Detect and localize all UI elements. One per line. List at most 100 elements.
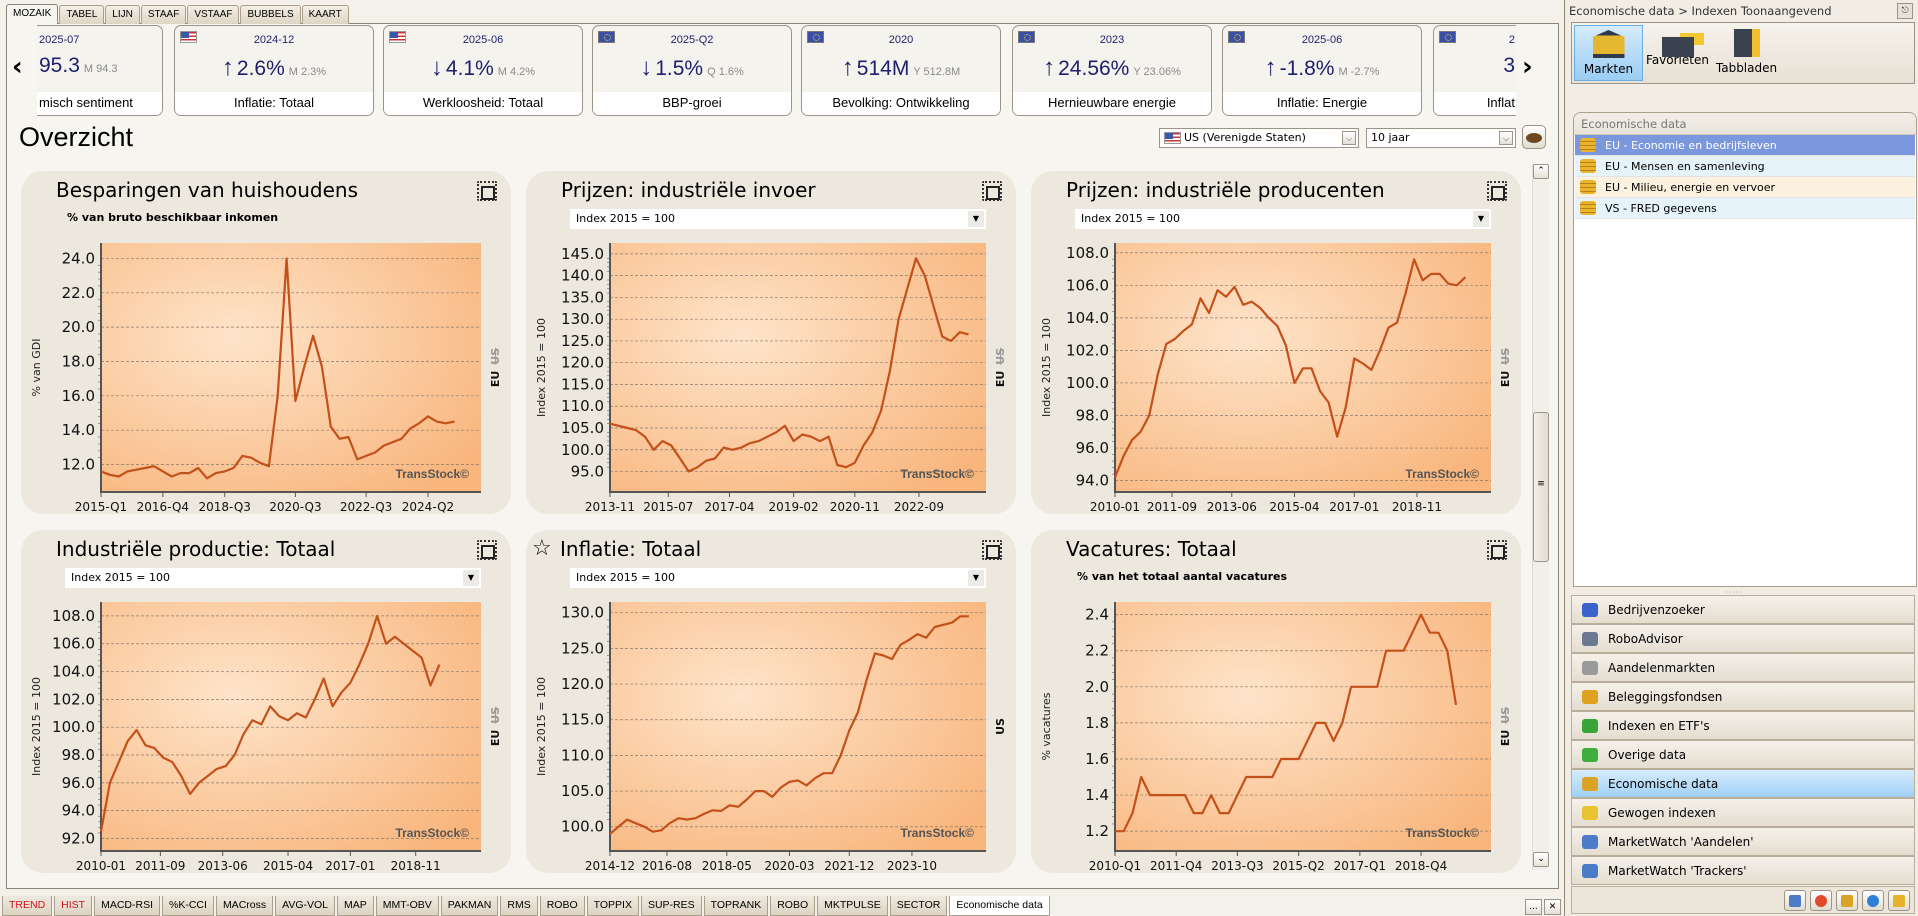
toolbar-markten[interactable]: Markten [1574, 25, 1643, 81]
kpi-card[interactable]: 2023 ↑ 24.56% Y 23.06% Hernieuwbare energie [1012, 25, 1212, 116]
chart-title: Vacatures: Totaal [1066, 537, 1237, 561]
bottom-tab-robo[interactable]: ROBO [770, 896, 816, 916]
bottom-tab-economische-data[interactable]: Economische data [949, 896, 1050, 916]
edit-icon[interactable] [982, 181, 1002, 201]
bottom-tab-pakman[interactable]: PAKMAN [440, 896, 499, 916]
pin-icon[interactable]: ⎋ [1897, 3, 1913, 19]
edit-icon[interactable] [982, 540, 1002, 560]
bottom-tab-rms[interactable]: RMS [500, 896, 538, 916]
kpi-card[interactable]: 2025-Q2 ↓ 1.5% Q 1.6% BBP-groei [592, 25, 792, 116]
region-active[interactable]: EU [1499, 371, 1512, 387]
kpi-card[interactable]: 2 3 Inflat [1433, 25, 1516, 116]
chevron-right-icon[interactable]: › [1522, 52, 1533, 82]
group-list-item[interactable]: EU - Economie en bedrijfsleven [1575, 135, 1915, 156]
group-list-item[interactable]: EU - Mensen en samenleving [1575, 156, 1915, 177]
chevron-down-icon[interactable]: ⌵ [1342, 131, 1356, 145]
region-inactive[interactable]: US [489, 707, 502, 724]
line-chart-button[interactable] [1784, 890, 1806, 911]
region-active[interactable]: EU [489, 730, 502, 746]
unit-dropdown[interactable]: Index 2015 = 100 ▼ [570, 209, 986, 229]
factory-button[interactable] [1836, 890, 1858, 911]
tab-mozaik[interactable]: MOZAIK [6, 4, 59, 24]
tab-lijn[interactable]: LIJN [105, 5, 140, 24]
region-inactive[interactable]: US [994, 348, 1007, 365]
vertical-scrollbar[interactable]: ⌃ ≡ ⌄ [1532, 164, 1549, 870]
unit-dropdown[interactable]: Index 2015 = 100 ▼ [65, 568, 481, 588]
nav-item-economische-data[interactable]: Economische data [1571, 769, 1915, 798]
palette-button[interactable] [1522, 125, 1546, 149]
unit-dropdown[interactable]: Index 2015 = 100 ▼ [570, 568, 986, 588]
nav-item-gewogen-indexen[interactable]: Gewogen indexen [1571, 798, 1915, 827]
region-active[interactable]: EU [1499, 730, 1512, 746]
chevron-down-icon[interactable]: ▼ [968, 570, 984, 586]
chevron-down-icon[interactable]: ▼ [968, 211, 984, 227]
tab-tabel[interactable]: TABEL [59, 5, 105, 24]
scroll-down-button[interactable]: ⌄ [1533, 852, 1549, 867]
coins-button[interactable] [1888, 890, 1910, 911]
star-icon[interactable]: ☆ [532, 536, 552, 561]
nav-item-aandelenmarkten[interactable]: Aandelenmarkten [1571, 653, 1915, 682]
nav-item-indexen-en-etf-s[interactable]: Indexen en ETF's [1571, 711, 1915, 740]
bottom-tab-sup-res[interactable]: SUP-RES [640, 896, 702, 916]
region-inactive[interactable]: US [489, 348, 502, 365]
group-list-item[interactable]: EU - Milieu, energie en vervoer [1575, 177, 1915, 198]
bottom-tab-macd-rsi[interactable]: MACD-RSI [94, 896, 161, 916]
region-active[interactable]: US [994, 718, 1007, 735]
chart-title: Inflatie: Totaal [560, 537, 702, 561]
bottom-tab-macross[interactable]: MACross [215, 896, 274, 916]
country-select[interactable]: US (Verenigde Staten) ⌵ [1159, 128, 1359, 148]
bottom-tab-mktpulse[interactable]: MKTPULSE [817, 896, 888, 916]
bottom-tab--k-cci[interactable]: %K-CCI [162, 896, 214, 916]
kpi-card[interactable]: 2024-12 ↑ 2.6% M 2.3% Inflatie: Totaal [174, 25, 374, 116]
chevron-left-icon[interactable]: ‹ [12, 52, 23, 82]
tab-kaart[interactable]: KAART [301, 5, 349, 24]
kpi-card[interactable]: 2025-06 ↓ 4.1% M 4.2% Werkloosheid: Totaal [383, 25, 583, 116]
bottom-tab-sector[interactable]: SECTOR [889, 896, 948, 916]
bottom-tab-toppix[interactable]: TOPPIX [586, 896, 639, 916]
toolbar-tabbladen[interactable]: Tabbladen [1712, 25, 1781, 81]
nav-item-marketwatch-aandelen-[interactable]: MarketWatch 'Aandelen' [1571, 827, 1915, 856]
kpi-card[interactable]: 2025-06 ↑ -1.8% M -2.7% Inflatie: Energie [1222, 25, 1422, 116]
nav-item-label: MarketWatch 'Trackers' [1608, 864, 1747, 878]
splitter-handle[interactable]: ····· [1725, 588, 1743, 597]
pie-chart-button[interactable] [1810, 890, 1832, 911]
region-active[interactable]: EU [994, 371, 1007, 387]
toolbar-favorieten[interactable]: Favorieten [1643, 25, 1712, 81]
bottom-tab-robo[interactable]: ROBO [539, 896, 585, 916]
region-inactive[interactable]: US [1499, 348, 1512, 365]
scroll-thumb[interactable]: ≡ [1533, 412, 1549, 562]
bottom-tab-avg-vol[interactable]: AVG-VOL [275, 896, 336, 916]
edit-icon[interactable] [477, 540, 497, 560]
chevron-down-icon[interactable]: ▼ [1473, 211, 1489, 227]
bottom-tab-map[interactable]: MAP [337, 896, 374, 916]
nav-item-roboadvisor[interactable]: RoboAdvisor [1571, 624, 1915, 653]
kpi-card[interactable]: 2020 ↑ 514M Y 512.8M Bevolking: Ontwikkeling [801, 25, 1001, 116]
close-button[interactable]: ✕ [1544, 899, 1561, 915]
bottom-tab-mmt-obv[interactable]: MMT-OBV [375, 896, 439, 916]
region-active[interactable]: EU [489, 371, 502, 387]
x-tick-label: 2015-Q1 [75, 500, 127, 514]
bottom-tab-trend[interactable]: TREND [2, 896, 53, 916]
unit-dropdown[interactable]: Index 2015 = 100 ▼ [1075, 209, 1491, 229]
edit-icon[interactable] [1487, 181, 1507, 201]
nav-item-beleggingsfondsen[interactable]: Beleggingsfondsen [1571, 682, 1915, 711]
edit-icon[interactable] [477, 181, 497, 201]
chevron-down-icon[interactable]: ▼ [463, 570, 479, 586]
nav-item-bedrijvenzoeker[interactable]: Bedrijvenzoeker [1571, 595, 1915, 624]
nav-item-overige-data[interactable]: Overige data [1571, 740, 1915, 769]
tab-vstaaf[interactable]: VSTAAF [187, 5, 240, 24]
tab-bubbels[interactable]: BUBBELS [240, 5, 301, 24]
scroll-up-button[interactable]: ⌃ [1533, 164, 1549, 179]
period-select[interactable]: 10 jaar ⌵ [1366, 128, 1516, 148]
group-list-item[interactable]: VS - FRED gegevens [1575, 198, 1915, 219]
edit-icon[interactable] [1487, 540, 1507, 560]
chevron-down-icon[interactable]: ⌵ [1499, 131, 1513, 145]
more-button[interactable]: ... [1525, 899, 1542, 915]
bottom-tab-hist[interactable]: HIST [54, 896, 93, 916]
nav-item-marketwatch-trackers-[interactable]: MarketWatch 'Trackers' [1571, 856, 1915, 885]
kpi-card[interactable]: 2025-07 95.3 M 94.3 misch sentiment [37, 25, 163, 116]
tab-staaf[interactable]: STAAF [140, 5, 187, 24]
globe-button[interactable] [1862, 890, 1884, 911]
region-inactive[interactable]: US [1499, 707, 1512, 724]
bottom-tab-toprank[interactable]: TOPRANK [703, 896, 769, 916]
